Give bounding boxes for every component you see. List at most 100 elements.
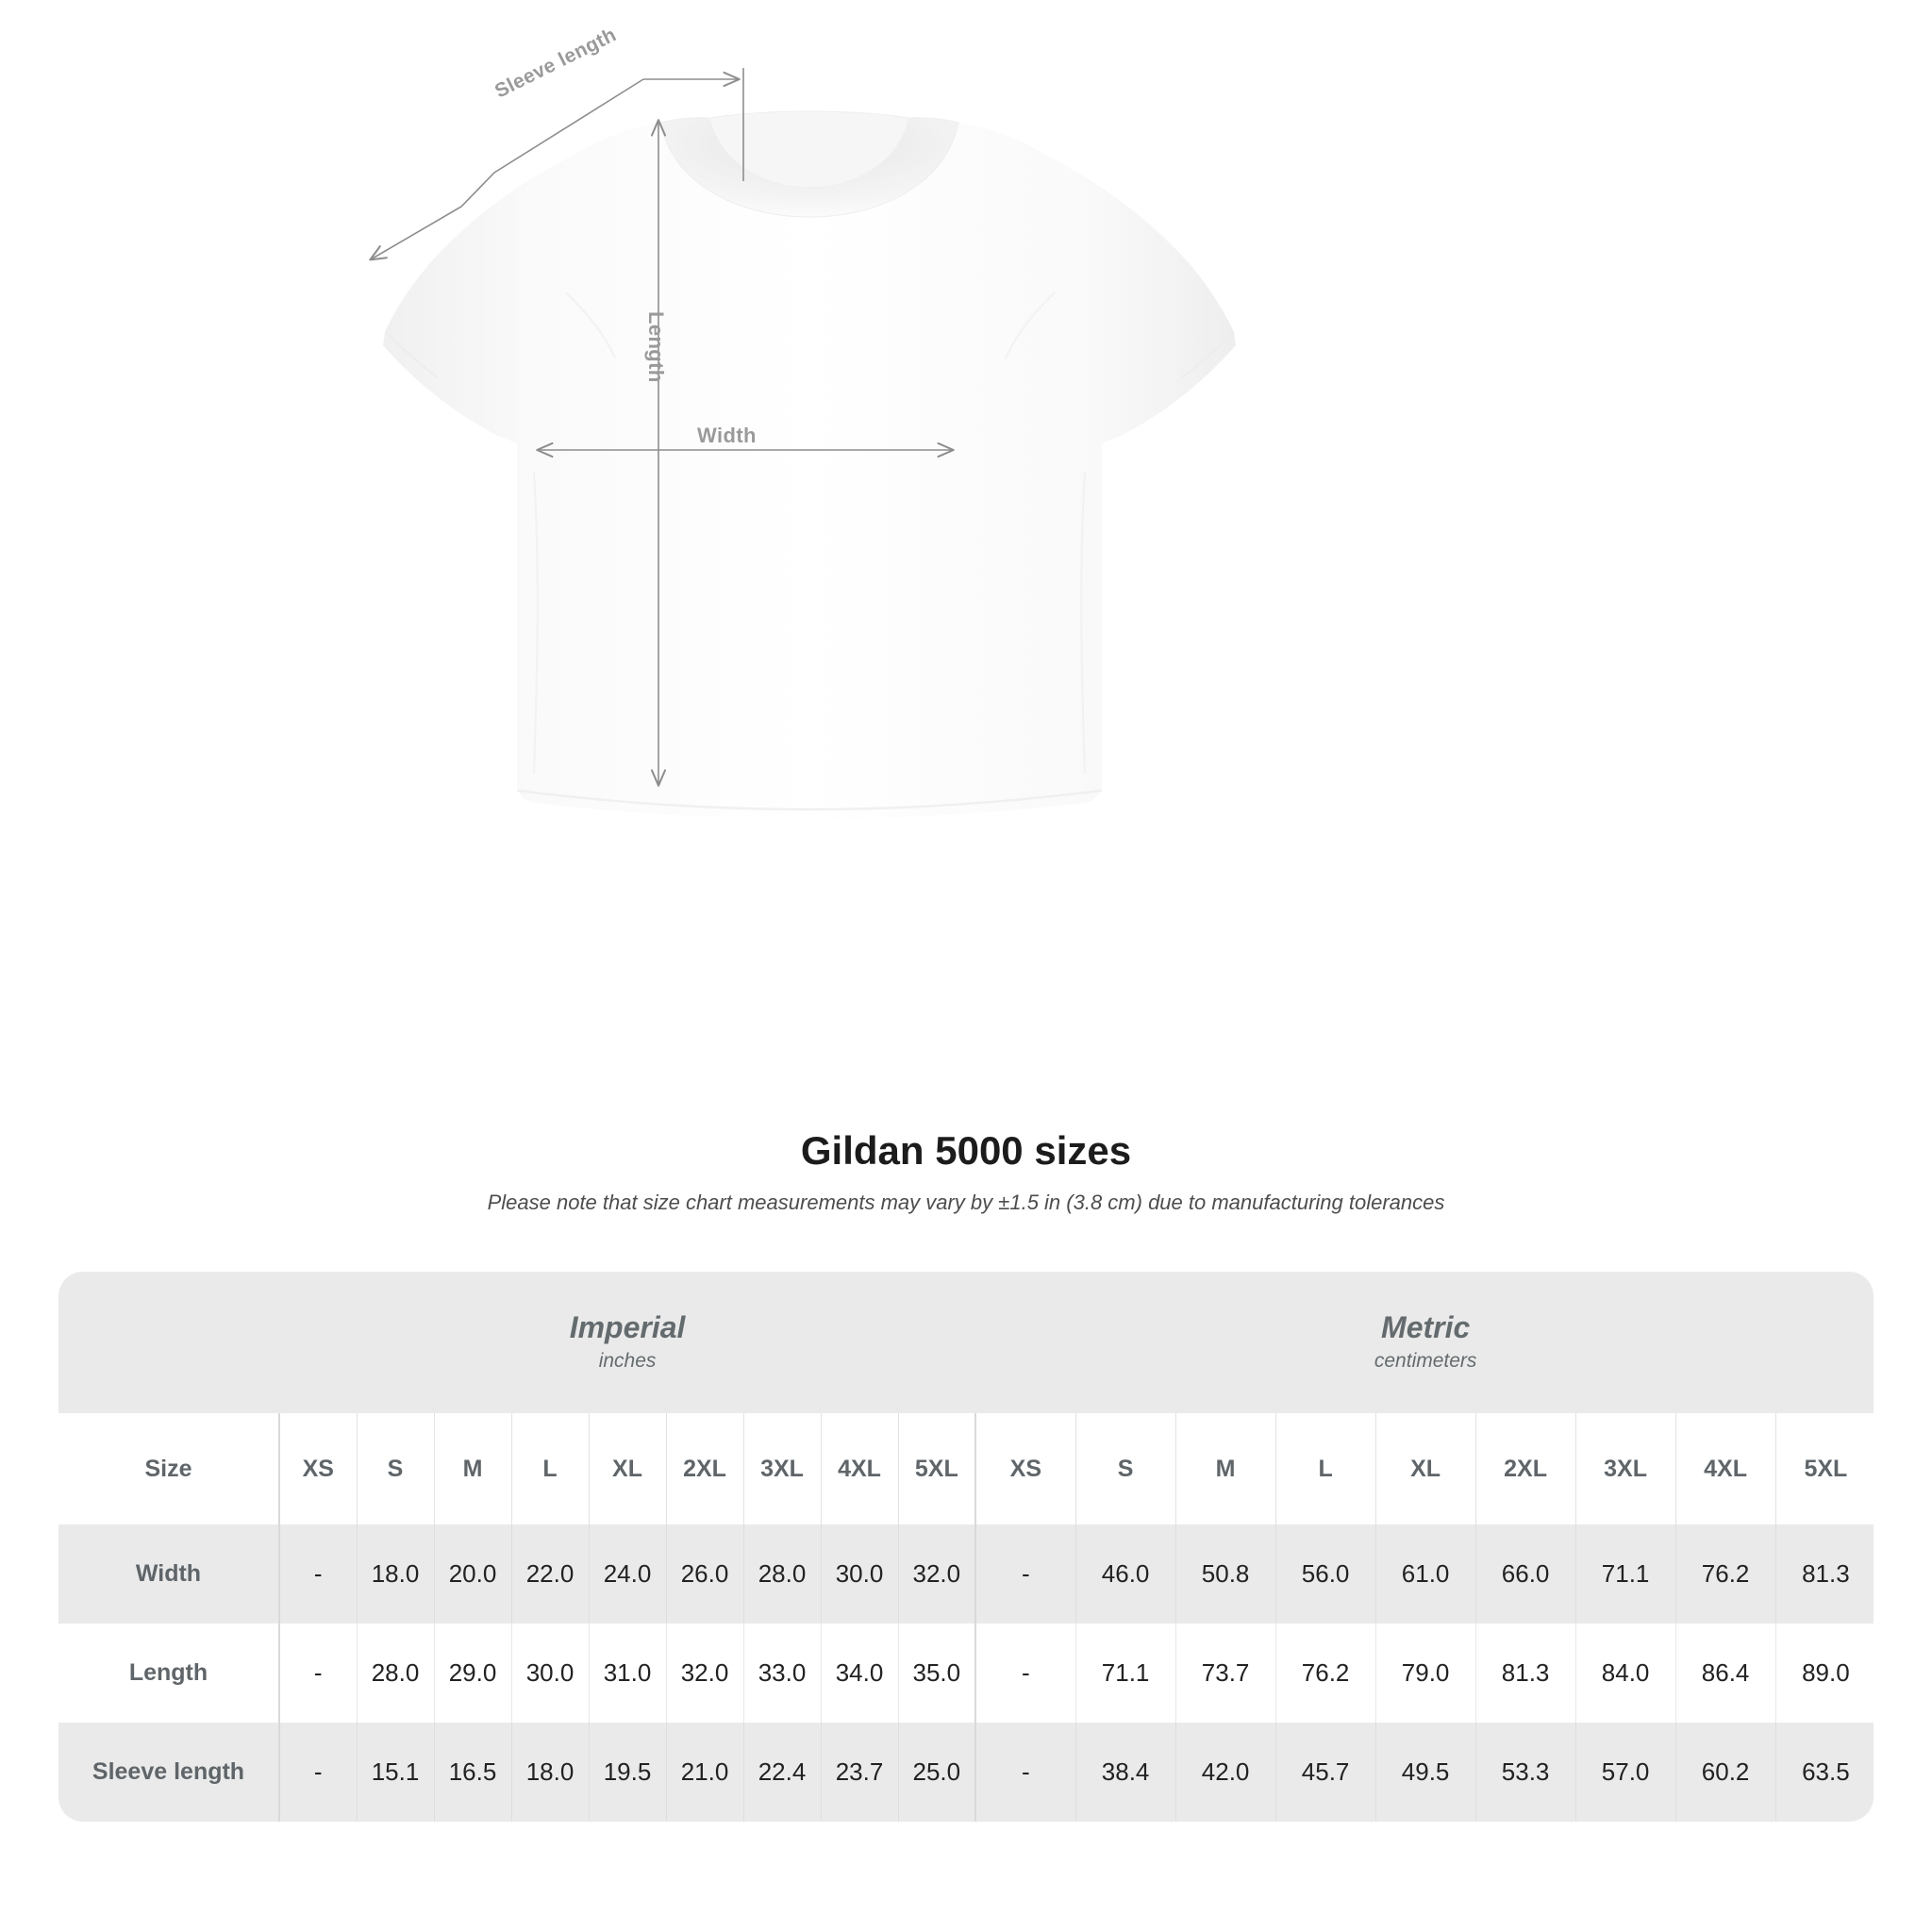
unit-name-imperial: Imperial — [569, 1310, 686, 1345]
cell-sleeve-imp-5xl: 25.0 — [897, 1723, 976, 1822]
size-chart-table-wrapper: Imperial inches Metric centimeters Size … — [58, 1272, 1874, 1822]
unit-header-imperial: Imperial inches — [279, 1272, 976, 1413]
size-header-met-xl: XL — [1374, 1413, 1476, 1524]
cell-length-imp-m: 29.0 — [433, 1624, 511, 1723]
table-row: Sleeve length - 15.1 16.5 18.0 19.5 21.0… — [58, 1723, 1874, 1822]
size-header-met-2xl: 2XL — [1474, 1413, 1576, 1524]
shirt-shape — [383, 110, 1236, 819]
tshirt-diagram: Sleeve length Length Width — [369, 24, 1236, 819]
cell-length-imp-xl: 31.0 — [588, 1624, 666, 1723]
cell-sleeve-imp-m: 16.5 — [433, 1723, 511, 1822]
cell-width-imp-xs: - — [278, 1524, 357, 1624]
size-chart-table: Imperial inches Metric centimeters Size … — [58, 1272, 1874, 1822]
chart-title-block: Gildan 5000 sizes Please note that size … — [0, 1128, 1932, 1215]
cell-sleeve-imp-xl: 19.5 — [588, 1723, 666, 1822]
unit-header-metric: Metric centimeters — [975, 1272, 1874, 1413]
cell-length-imp-5xl: 35.0 — [897, 1624, 976, 1723]
cell-width-imp-2xl: 26.0 — [665, 1524, 743, 1624]
size-header-imp-xl: XL — [588, 1413, 666, 1524]
cell-length-imp-s: 28.0 — [356, 1624, 434, 1723]
cell-length-met-xs: - — [974, 1624, 1076, 1723]
row-label-length: Length — [58, 1624, 279, 1723]
size-header-imp-s: S — [356, 1413, 434, 1524]
cell-width-met-l: 56.0 — [1274, 1524, 1376, 1624]
size-header-imp-m: M — [433, 1413, 511, 1524]
cell-length-imp-4xl: 34.0 — [820, 1624, 898, 1723]
unit-system-header-row: Imperial inches Metric centimeters — [58, 1272, 1874, 1413]
cell-length-met-m: 73.7 — [1174, 1624, 1276, 1723]
size-header-imp-3xl: 3XL — [742, 1413, 821, 1524]
cell-sleeve-imp-s: 15.1 — [356, 1723, 434, 1822]
cell-sleeve-met-xl: 49.5 — [1374, 1723, 1476, 1822]
cell-width-met-xl: 61.0 — [1374, 1524, 1476, 1624]
cell-length-met-5xl: 89.0 — [1774, 1624, 1874, 1723]
size-header-imp-2xl: 2XL — [665, 1413, 743, 1524]
cell-width-met-5xl: 81.3 — [1774, 1524, 1874, 1624]
size-header-label: Size — [58, 1413, 279, 1524]
size-header-imp-5xl: 5XL — [897, 1413, 976, 1524]
cell-width-met-xs: - — [974, 1524, 1076, 1624]
cell-width-met-m: 50.8 — [1174, 1524, 1276, 1624]
cell-length-imp-xs: - — [278, 1624, 357, 1723]
cell-sleeve-met-s: 38.4 — [1074, 1723, 1176, 1822]
cell-length-imp-l: 30.0 — [510, 1624, 589, 1723]
cell-width-imp-3xl: 28.0 — [742, 1524, 821, 1624]
table-row: Length - 28.0 29.0 30.0 31.0 32.0 33.0 3… — [58, 1624, 1874, 1723]
cell-length-met-2xl: 81.3 — [1474, 1624, 1576, 1723]
cell-sleeve-met-3xl: 57.0 — [1574, 1723, 1676, 1822]
row-label-width: Width — [58, 1524, 279, 1624]
size-header-imp-4xl: 4XL — [820, 1413, 898, 1524]
cell-sleeve-imp-l: 18.0 — [510, 1723, 589, 1822]
cell-sleeve-met-5xl: 63.5 — [1774, 1723, 1874, 1822]
cell-width-imp-s: 18.0 — [356, 1524, 434, 1624]
cell-width-met-2xl: 66.0 — [1474, 1524, 1576, 1624]
cell-width-imp-4xl: 30.0 — [820, 1524, 898, 1624]
measurement-lines — [369, 68, 955, 787]
size-header-met-3xl: 3XL — [1574, 1413, 1676, 1524]
cell-sleeve-imp-2xl: 21.0 — [665, 1723, 743, 1822]
cell-sleeve-imp-4xl: 23.7 — [820, 1723, 898, 1822]
cell-width-imp-xl: 24.0 — [588, 1524, 666, 1624]
sleeve-length-arrow — [369, 78, 644, 261]
unit-sub-metric: centimeters — [1374, 1350, 1477, 1373]
cell-length-imp-2xl: 32.0 — [665, 1624, 743, 1723]
cell-sleeve-met-l: 45.7 — [1274, 1723, 1376, 1822]
length-label: Length — [644, 311, 668, 383]
cell-width-met-s: 46.0 — [1074, 1524, 1176, 1624]
cell-length-met-4xl: 86.4 — [1674, 1624, 1776, 1723]
cell-length-met-s: 71.1 — [1074, 1624, 1176, 1723]
row-label-sleeve-length: Sleeve length — [58, 1723, 279, 1822]
size-header-met-l: L — [1274, 1413, 1376, 1524]
size-header-met-s: S — [1074, 1413, 1176, 1524]
cell-width-imp-m: 20.0 — [433, 1524, 511, 1624]
cell-sleeve-imp-xs: - — [278, 1723, 357, 1822]
cell-width-met-3xl: 71.1 — [1574, 1524, 1676, 1624]
unit-name-metric: Metric — [1381, 1310, 1471, 1345]
cell-sleeve-met-m: 42.0 — [1174, 1723, 1276, 1822]
page-title: Gildan 5000 sizes — [800, 1128, 1132, 1173]
cell-width-imp-l: 22.0 — [510, 1524, 589, 1624]
cell-sleeve-met-2xl: 53.3 — [1474, 1723, 1576, 1822]
cell-sleeve-met-4xl: 60.2 — [1674, 1723, 1776, 1822]
size-header-met-m: M — [1174, 1413, 1276, 1524]
cell-length-met-3xl: 84.0 — [1574, 1624, 1676, 1723]
cell-sleeve-imp-3xl: 22.4 — [742, 1723, 821, 1822]
size-header-met-xs: XS — [974, 1413, 1076, 1524]
table-row: Width - 18.0 20.0 22.0 24.0 26.0 28.0 30… — [58, 1524, 1874, 1624]
cell-sleeve-met-xs: - — [974, 1723, 1076, 1822]
size-header-met-4xl: 4XL — [1674, 1413, 1776, 1524]
size-header-imp-xs: XS — [278, 1413, 357, 1524]
cell-width-imp-5xl: 32.0 — [897, 1524, 976, 1624]
cell-length-imp-3xl: 33.0 — [742, 1624, 821, 1723]
cell-length-met-xl: 79.0 — [1374, 1624, 1476, 1723]
tshirt-illustration — [369, 68, 1236, 819]
page-subtitle: Please note that size chart measurements… — [487, 1191, 1445, 1215]
size-header-row: Size XS S M L XL 2XL 3XL 4XL 5XL XS S M … — [58, 1413, 1874, 1524]
unit-sub-imperial: inches — [598, 1350, 657, 1373]
width-label: Width — [697, 424, 757, 447]
cell-width-met-4xl: 76.2 — [1674, 1524, 1776, 1624]
unit-row-spacer — [58, 1272, 279, 1413]
cell-length-met-l: 76.2 — [1274, 1624, 1376, 1723]
size-header-imp-l: L — [510, 1413, 589, 1524]
size-header-met-5xl: 5XL — [1774, 1413, 1874, 1524]
